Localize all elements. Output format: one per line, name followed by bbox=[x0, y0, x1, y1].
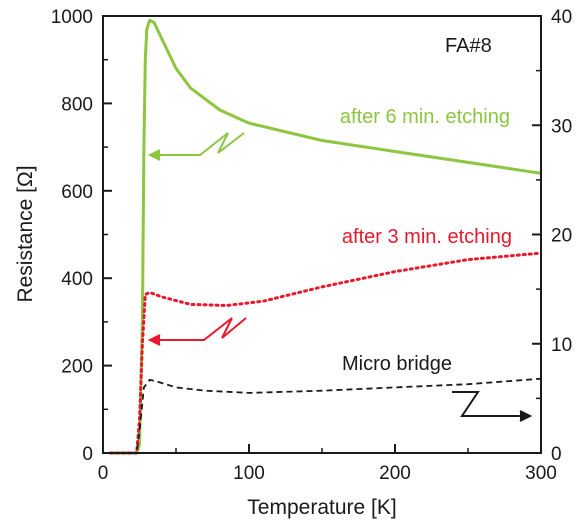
annotation-micro-bridge: Micro bridge bbox=[342, 353, 452, 375]
y-left-tick-label: 200 bbox=[61, 357, 93, 378]
axis-indicator-after-3-min bbox=[147, 317, 247, 346]
annotation-after-3-min: after 3 min. etching bbox=[342, 226, 512, 248]
y-left-tick-label: 800 bbox=[61, 94, 93, 115]
y-left-tick-label: 400 bbox=[61, 269, 93, 290]
y-right-tick-label: 0 bbox=[551, 444, 562, 465]
x-tick-label: 100 bbox=[233, 463, 265, 484]
axis-indicator-after-6-min bbox=[147, 132, 245, 161]
y-left-tick-label: 600 bbox=[61, 182, 93, 203]
y-right-tick-label: 10 bbox=[551, 335, 572, 356]
x-axis-title: Temperature [K] bbox=[247, 496, 396, 519]
y-left-tick-label: 0 bbox=[82, 444, 93, 465]
series-line-after-3-min bbox=[108, 251, 543, 455]
y-right-tick-label: 30 bbox=[551, 116, 572, 137]
sample-label: FA#8 bbox=[445, 35, 492, 57]
y-axis-title: Resistance [Ω] bbox=[14, 165, 37, 302]
x-tick-label: 200 bbox=[379, 463, 411, 484]
plot-area bbox=[108, 18, 543, 455]
series-line-micro-bridge bbox=[110, 377, 542, 454]
y-right-tick-label: 40 bbox=[551, 7, 572, 28]
y-right-tick-label: 20 bbox=[551, 226, 572, 247]
x-tick-label: 0 bbox=[98, 463, 109, 484]
series-line-after-6-min bbox=[110, 18, 542, 455]
axis-indicator-micro-bridge bbox=[452, 391, 533, 422]
x-tick-label: 300 bbox=[525, 463, 557, 484]
annotation-after-6-min: after 6 min. etching bbox=[340, 106, 510, 128]
y-left-tick-label: 1000 bbox=[51, 7, 93, 28]
